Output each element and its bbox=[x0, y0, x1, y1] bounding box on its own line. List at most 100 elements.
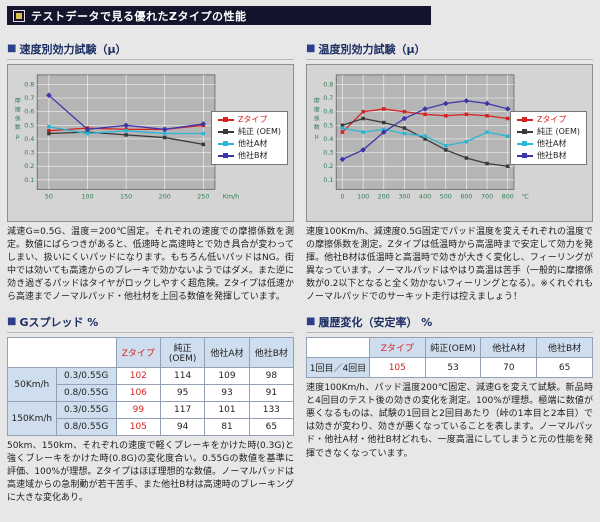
cell-value: 99 bbox=[115, 401, 161, 420]
svg-text:0.5: 0.5 bbox=[323, 121, 333, 129]
svg-text:摩: 摩 bbox=[15, 96, 21, 104]
legend-entry: Zタイプ bbox=[217, 115, 281, 124]
section-title-temp-test: ■ 温度別効力試験（μ） bbox=[306, 41, 593, 60]
legend-label: Zタイプ bbox=[536, 115, 567, 124]
legend-line-sample bbox=[217, 129, 234, 134]
section-title-gspread: ■ Gスプレッド % bbox=[7, 314, 294, 334]
svg-text:0.3: 0.3 bbox=[323, 149, 333, 157]
table-row: 1回目／4回目 105 53 70 65 bbox=[306, 357, 593, 379]
speed-chart-caption: 減速G=0.5G、温度＝200℃固定。それぞれの速度での摩擦係数を測定。数値にば… bbox=[7, 227, 294, 303]
section-bullet-icon: ■ bbox=[306, 316, 316, 328]
section-bullet-icon: ■ bbox=[7, 316, 17, 328]
svg-text:200: 200 bbox=[378, 192, 390, 200]
temp-chart-caption: 速度100Km/h、減速度0.5G固定でパッド温度を変えそれぞれの温度での摩擦係… bbox=[306, 227, 593, 303]
chart-plot: 50 100 150 200 250 0.1 0.2 0.3 0.4 0.5 0.6 0.7 0.8 Km… bbox=[15, 74, 239, 200]
legend-label: Zタイプ bbox=[237, 115, 268, 124]
row-subheader-g: 0.8/0.55G bbox=[55, 384, 117, 403]
cell-value: 65 bbox=[536, 357, 593, 379]
legend-line-sample bbox=[217, 117, 234, 122]
svg-text:0.5: 0.5 bbox=[24, 121, 34, 129]
cell-value: 93 bbox=[204, 384, 250, 403]
section-header-bar: テストデータで見る優れたZタイプの性能 bbox=[7, 6, 431, 25]
table-row: 50Km/h 0.3/0.55G 102 114 109 98 bbox=[7, 367, 295, 403]
row-subheader-g: 0.3/0.55G bbox=[55, 367, 117, 386]
legend-entry: 他社A材 bbox=[217, 139, 281, 148]
svg-text:係: 係 bbox=[15, 114, 21, 122]
svg-text:200: 200 bbox=[159, 192, 171, 200]
row-header-speed50: 50Km/h bbox=[7, 367, 57, 403]
col-header-companyA: 他社A材 bbox=[204, 337, 250, 369]
legend-entry: 純正 (OEM) bbox=[516, 127, 580, 136]
cell-value: 105 bbox=[368, 357, 426, 379]
svg-text:擦: 擦 bbox=[15, 105, 21, 113]
svg-text:100: 100 bbox=[81, 192, 93, 200]
section-title-text: Gスプレッド % bbox=[19, 316, 99, 330]
section-title-history: ■ 履歴変化（安定率） % bbox=[306, 314, 593, 334]
svg-text:0.7: 0.7 bbox=[24, 94, 34, 102]
svg-text:0.4: 0.4 bbox=[323, 135, 333, 143]
legend-label: 他社B材 bbox=[237, 151, 268, 160]
row-header-speed150: 150Km/h bbox=[7, 401, 57, 437]
svg-text:500: 500 bbox=[440, 192, 452, 200]
svg-text:Km/h: Km/h bbox=[223, 192, 239, 200]
svg-text:数: 数 bbox=[15, 123, 21, 131]
legend-entry: 純正 (OEM) bbox=[217, 127, 281, 136]
svg-text:0.2: 0.2 bbox=[24, 162, 34, 170]
history-table: Zタイプ 純正(OEM) 他社A材 他社B材 1回目／4回目 105 53 70… bbox=[306, 337, 593, 379]
svg-text:800: 800 bbox=[502, 192, 514, 200]
chart-legend: Zタイプ純正 (OEM) 他社A材他社B材 bbox=[509, 111, 587, 165]
row-subheader-g: 0.8/0.55G bbox=[55, 418, 117, 437]
legend-line-sample bbox=[516, 129, 533, 134]
gspread-table-caption: 50km、150km、それぞれの速度で軽くブレーキをかけた時(0.3G)と強くブ… bbox=[7, 441, 294, 504]
legend-line-sample bbox=[516, 153, 533, 158]
speed-effect-chart: 50 100 150 200 250 0.1 0.2 0.3 0.4 0.5 0.6 0.7 0.8 Km… bbox=[7, 64, 294, 222]
cell-value: 105 bbox=[115, 418, 161, 437]
cell-value: 106 bbox=[115, 384, 161, 403]
table-row: 0.8/0.55G 105 94 81 65 bbox=[8, 418, 295, 437]
legend-entry: 他社A材 bbox=[516, 139, 580, 148]
left-column: ■ 速度別効力試験（μ） 50 100 150 200 250 0.1 0.2 0.3 0.4 0… bbox=[7, 41, 295, 516]
cell-value: 133 bbox=[248, 401, 295, 420]
svg-text:0.8: 0.8 bbox=[24, 80, 34, 88]
cell-value: 65 bbox=[248, 418, 295, 437]
svg-text:μ: μ bbox=[315, 134, 319, 140]
svg-text:250: 250 bbox=[197, 192, 209, 200]
table-row: 150Km/h 0.3/0.55G 99 117 101 133 bbox=[7, 401, 295, 437]
col-header-oem: 純正(OEM) bbox=[424, 337, 482, 359]
col-header-companyA: 他社A材 bbox=[480, 337, 538, 359]
svg-text:摩: 摩 bbox=[314, 96, 320, 104]
cell-value: 95 bbox=[159, 384, 206, 403]
svg-text:700: 700 bbox=[481, 192, 493, 200]
legend-label: 他社A材 bbox=[237, 139, 268, 148]
cell-value: 117 bbox=[159, 401, 206, 420]
col-header-ztype: Zタイプ bbox=[115, 337, 161, 369]
legend-label: 純正 (OEM) bbox=[536, 127, 580, 136]
row-header-cycle: 1回目／4回目 bbox=[306, 357, 370, 379]
section-bullet-icon: ■ bbox=[306, 43, 316, 54]
section-title-text: 速度別効力試験（μ） bbox=[19, 43, 127, 56]
col-header-oem: 純正(OEM) bbox=[159, 337, 206, 369]
header-badge-icon bbox=[13, 9, 25, 22]
header-title: テストデータで見る優れたZタイプの性能 bbox=[31, 9, 247, 23]
col-header-companyB: 他社B材 bbox=[536, 337, 593, 359]
row-subheader-g: 0.3/0.55G bbox=[55, 401, 117, 420]
cell-value: 91 bbox=[248, 384, 295, 403]
cell-value: 94 bbox=[159, 418, 206, 437]
temperature-effect-chart: 0 100 200 300 400 500 600 700 800 0.1 0.2 0.3 0.4 0.5… bbox=[306, 64, 593, 222]
gspread-table: Zタイプ 純正(OEM) 他社A材 他社B材 50Km/h 0.3/0.55G … bbox=[7, 337, 295, 437]
legend-label: 純正 (OEM) bbox=[237, 127, 281, 136]
section-title-text: 温度別効力試験（μ） bbox=[318, 43, 426, 56]
section-title-text: 履歴変化（安定率） % bbox=[318, 316, 433, 330]
legend-label: 他社A材 bbox=[536, 139, 567, 148]
svg-text:0.1: 0.1 bbox=[24, 176, 34, 184]
svg-text:0.6: 0.6 bbox=[323, 108, 333, 116]
chart-legend: Zタイプ純正 (OEM) 他社A材他社B材 bbox=[210, 111, 288, 165]
table-header-row: Zタイプ 純正(OEM) 他社A材 他社B材 bbox=[7, 337, 295, 369]
svg-text:数: 数 bbox=[314, 123, 320, 131]
legend-entry: 他社B材 bbox=[516, 152, 580, 160]
svg-text:150: 150 bbox=[120, 192, 132, 200]
right-column: ■ 温度別効力試験（μ） 0 100 200 300 400 500 600 700 800 0.… bbox=[306, 41, 593, 516]
svg-text:300: 300 bbox=[398, 192, 410, 200]
chart-plot: 0 100 200 300 400 500 600 700 800 0.1 0.2 0.3 0.4 0.5… bbox=[314, 74, 529, 200]
